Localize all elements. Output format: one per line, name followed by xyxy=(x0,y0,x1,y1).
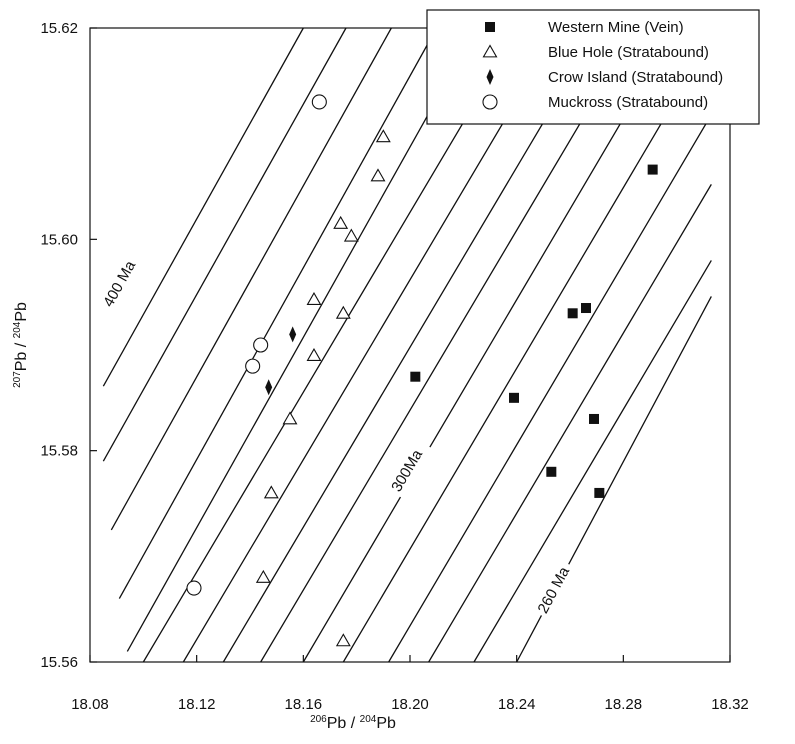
data-point-filled-square xyxy=(589,413,599,424)
data-point-open-triangle xyxy=(335,305,351,319)
data-point-open-triangle xyxy=(375,129,391,143)
isochron-label-bg xyxy=(532,559,577,620)
isochron-line xyxy=(222,27,600,663)
isochron-line xyxy=(102,27,304,387)
data-point-open-triangle xyxy=(306,347,322,361)
isochron-lines xyxy=(102,27,712,663)
data-point-open-circle xyxy=(245,358,261,374)
isochron-label-bg xyxy=(97,253,143,314)
data-point-open-triangle xyxy=(370,168,386,182)
data-points xyxy=(186,94,658,647)
x-tick-label: 18.32 xyxy=(711,696,749,713)
isochron-line xyxy=(142,27,520,663)
isochron-line xyxy=(473,260,712,663)
data-point-open-triangle xyxy=(306,291,322,305)
isochron-line xyxy=(126,27,478,652)
data-point-open-triangle xyxy=(335,633,351,647)
isochron-line xyxy=(110,27,392,531)
data-point-open-triangle xyxy=(333,215,349,229)
legend-marker-filled-square xyxy=(485,22,495,32)
data-point-filled-square xyxy=(546,466,557,477)
legend-marker-filled-diamond xyxy=(486,69,494,85)
isochron-label-bg xyxy=(385,438,432,499)
isochron-line xyxy=(118,27,438,599)
data-point-filled-diamond xyxy=(265,379,273,396)
data-point-filled-square xyxy=(509,392,519,403)
data-point-filled-square xyxy=(594,487,605,498)
legend-label: Crow Island (Stratabound) xyxy=(548,69,723,86)
data-point-open-triangle xyxy=(263,485,279,499)
data-point-open-circle xyxy=(253,337,269,353)
isochron-line xyxy=(102,27,347,462)
x-tick-label: 18.16 xyxy=(285,696,323,713)
data-point-open-triangle xyxy=(255,569,271,583)
legend-marker-open-triangle xyxy=(482,44,498,58)
x-tick-label: 18.12 xyxy=(178,696,216,713)
data-point-filled-square xyxy=(410,371,421,382)
y-tick-label: 15.56 xyxy=(40,654,78,671)
legend-label: Western Mine (Vein) xyxy=(548,19,684,36)
data-point-open-triangle xyxy=(282,411,298,425)
data-point-open-triangle xyxy=(343,228,359,242)
data-point-open-circle xyxy=(186,580,202,596)
x-tick-label: 18.08 xyxy=(71,696,109,713)
legend-marker-open-circle xyxy=(482,94,498,110)
isochron-line xyxy=(260,27,638,663)
isochron-line xyxy=(428,184,712,663)
isochron-line xyxy=(182,27,560,663)
x-axis-title: 206Pb / 204Pb xyxy=(310,714,396,732)
y-tick-label: 15.60 xyxy=(40,231,78,248)
data-point-filled-square xyxy=(567,308,578,319)
y-axis-title: 207Pb / 204Pb xyxy=(12,302,30,388)
x-tick-label: 18.28 xyxy=(605,696,643,713)
legend-label: Muckross (Stratabound) xyxy=(548,94,708,111)
data-point-filled-diamond xyxy=(289,326,297,343)
y-tick-label: 15.62 xyxy=(40,20,78,37)
isochron-line xyxy=(388,114,712,663)
isochron-line xyxy=(342,38,712,663)
x-tick-label: 18.20 xyxy=(391,696,429,713)
data-point-filled-square xyxy=(581,303,591,314)
legend-box xyxy=(426,9,760,125)
y-tick-label: 15.58 xyxy=(40,443,78,460)
x-tick-label: 18.24 xyxy=(498,696,536,713)
data-point-open-circle xyxy=(311,94,327,110)
axis-ticks: 18.08 18.12 18.16 18.20 18.24 18.28 18.32 15.56… xyxy=(40,20,748,713)
legend-label: Blue Hole (Stratabound) xyxy=(548,44,709,61)
isochron-line xyxy=(302,27,678,663)
data-point-filled-square xyxy=(647,164,658,175)
legend: Western Mine (Vein) Blue Hole (Strataboun… xyxy=(426,9,760,125)
